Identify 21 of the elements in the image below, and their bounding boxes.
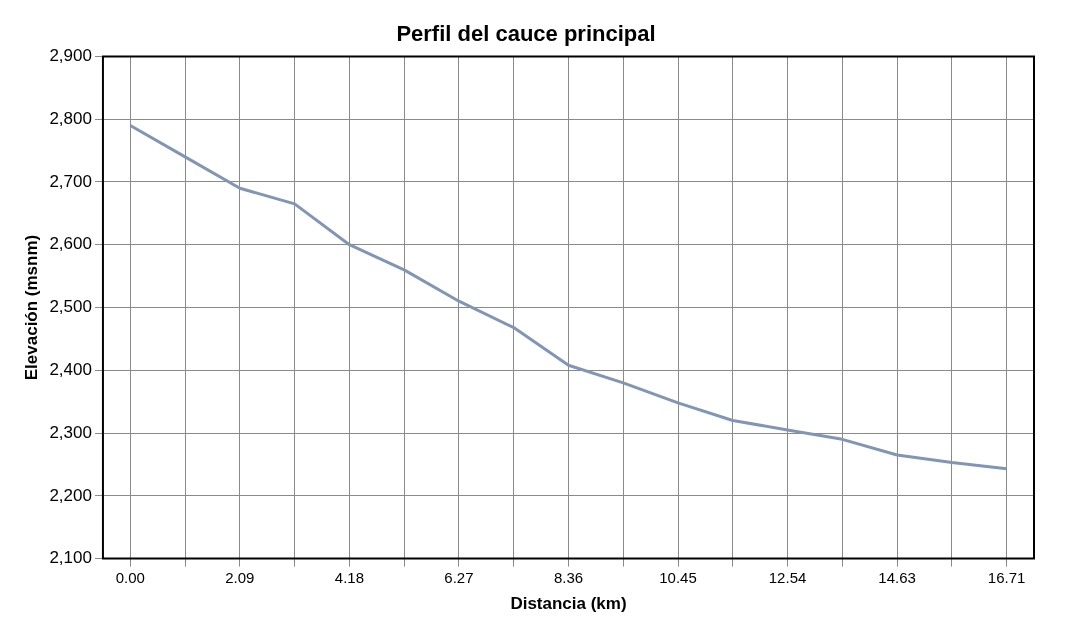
y-tick-label: 2,300 [49,422,92,442]
x-tick-label: 2.09 [225,568,255,586]
y-tick-label: 2,700 [49,171,92,191]
y-tick-label: 2,600 [49,234,92,254]
x-tick-label: 10.45 [659,568,697,586]
x-tick-label: 14.63 [878,568,916,586]
x-tick-label: 16.71 [987,568,1026,586]
y-tick-label: 2,900 [49,46,92,66]
x-tick-label: 8.36 [553,568,584,586]
y-tick-label: 2,800 [49,108,92,128]
x-tick-label: 6.27 [444,568,474,586]
x-tick-label: 12.54 [768,568,807,586]
y-tick-label: 2,400 [49,359,92,379]
x-axis-title: Distancia (km) [510,594,627,614]
y-tick-label: 2,100 [49,548,92,568]
x-tick-label: 0.00 [115,568,145,586]
y-tick-label: 2,200 [49,485,92,505]
y-tick-label: 2,500 [49,297,92,317]
chart-title: Perfil del cauce principal [396,21,656,47]
x-tick-label: 4.18 [334,568,364,586]
y-axis-title: Elevación (msnm) [21,234,41,381]
